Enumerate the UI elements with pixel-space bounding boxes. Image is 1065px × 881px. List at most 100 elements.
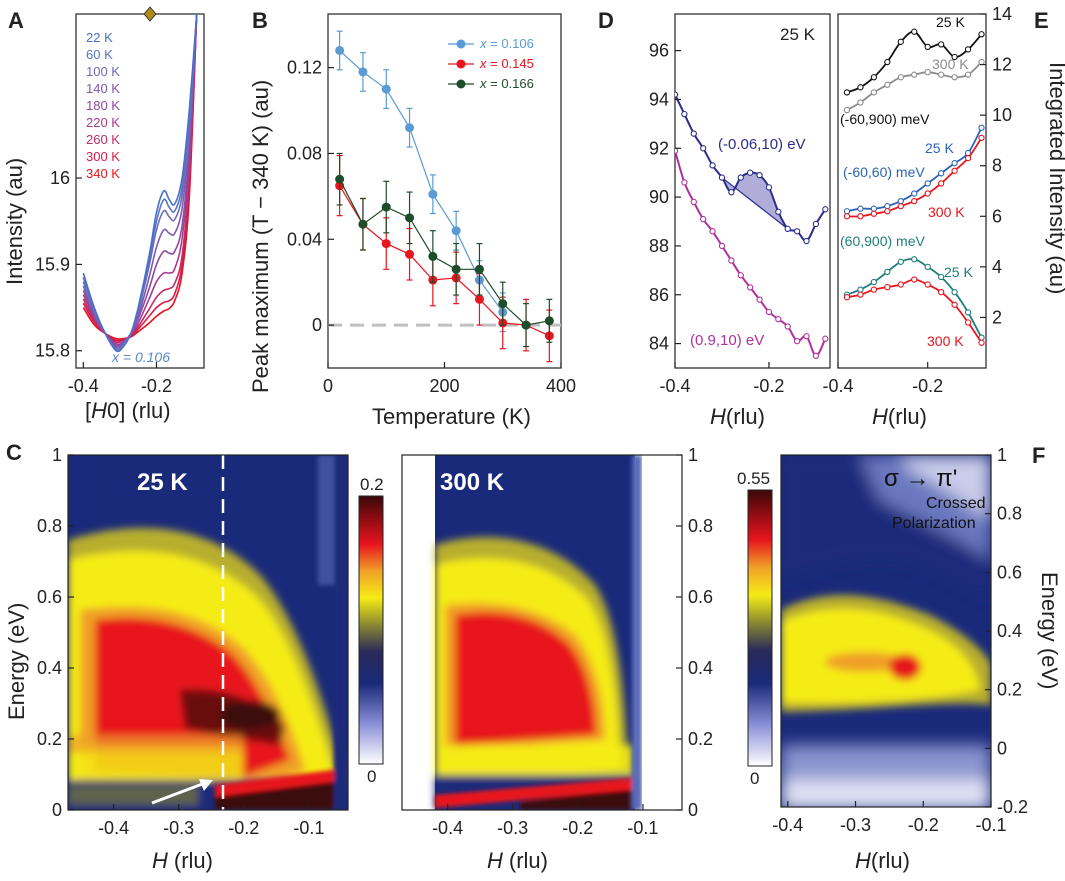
panel-b-series0-point-5 — [451, 226, 461, 236]
panel-a-label: A — [8, 8, 24, 33]
panel-a-curves — [82, 14, 198, 353]
panel-d-series2-point-16 — [822, 335, 829, 342]
panel-b-series1-line — [339, 185, 550, 337]
panel-d-series1-point-6 — [728, 189, 735, 196]
panel-b-series2-point-6 — [474, 264, 484, 274]
legend-b-2: x = 0.145 — [479, 56, 534, 71]
panel-c2-xlabel: H (rlu) — [487, 848, 548, 873]
panel-e-series1-point-1 — [857, 99, 864, 106]
panel-a-legend-60k: 60 K — [86, 47, 113, 62]
panel-b-series2-point-3 — [405, 213, 415, 223]
panel-d-series2-point-0 — [675, 147, 679, 154]
panel-f-xtick-label-1: -0.3 — [840, 815, 871, 835]
panel-e-ytick-label-5: 12 — [992, 55, 1012, 75]
panel-e-series1-point-4 — [897, 74, 904, 81]
panel-e-ytick-label-3: 8 — [992, 156, 1002, 176]
panel-f-ytick-label-4: 0.6 — [997, 562, 1022, 582]
panel-c2-frame — [401, 454, 683, 811]
panel-d-series2-point-9 — [756, 296, 763, 303]
panel-f-title: σ → π' — [884, 465, 957, 492]
panel-d-label: D — [598, 8, 614, 33]
panel-d-ytick-label-6: 96 — [649, 41, 669, 61]
panel-d-series2-point-6 — [728, 257, 735, 264]
panel-c-ytick-label-5: 1 — [52, 445, 62, 465]
panel-e-series0-point-5 — [911, 28, 918, 35]
panel-d-series1-point-16 — [822, 206, 829, 213]
panel-e-series4-point-9 — [964, 309, 972, 316]
panel-e-series1-point-10 — [978, 58, 985, 66]
panel-d-series2-point-13 — [793, 337, 801, 345]
panel-e-series3-point-0 — [843, 213, 851, 220]
panel-e-series5-point-8 — [951, 301, 958, 308]
panel-c2: 300 K -0.4 -0.3 -0.2 -0.1 0 0.2 0.4 0.6 0.8 1 H (r… — [401, 445, 713, 873]
panel-e-series0-point-8 — [951, 53, 958, 61]
panel-e-25k-c: 25 K — [944, 264, 973, 280]
panel-e-series5-point-6 — [924, 281, 931, 288]
panel-e-series5-point-5 — [911, 276, 918, 283]
panel-e-series2-point-2 — [870, 205, 878, 212]
panel-d-series-group — [675, 91, 829, 359]
panel-e-plot — [843, 28, 985, 346]
panel-b-ytick-label-2: 0.08 — [287, 143, 322, 163]
panel-c2-ytick-label-2: 0.4 — [688, 658, 713, 678]
panel-b-series0-point-3 — [405, 123, 415, 133]
panel-b-plot — [328, 30, 561, 363]
panel-c-xtick-label-2: -0.2 — [228, 818, 259, 838]
panel-f-ytick-label-5: 0.8 — [997, 504, 1022, 524]
panel-b-series0-point-2 — [381, 84, 391, 94]
panel-e-series1-point-6 — [924, 69, 931, 76]
panel-d-series2-point-5 — [718, 242, 726, 250]
panel-c-ytick-label-0: 0 — [52, 800, 62, 820]
panel-b-xtick-label-2: 400 — [546, 376, 576, 396]
panel-c2-ytick-label-4: 0.8 — [688, 516, 713, 536]
colorbar-c-min: 0 — [367, 767, 376, 786]
panel-a-ytick-label-1: 15.9 — [35, 254, 70, 274]
panel-d-series1-label: (-0.06,10) eV — [718, 136, 806, 153]
panel-e-group2: (-60,60) meV — [843, 164, 925, 180]
panel-d-series1-point-3 — [700, 145, 707, 152]
panel-e-ytick-label-1: 4 — [992, 257, 1002, 277]
panel-d-xtick-label-1: -0.2 — [753, 376, 784, 396]
panel-a-curve-group — [82, 14, 198, 353]
panel-e-ticks: -0.4 -0.2 2 4 6 8 10 12 14 — [822, 4, 1012, 396]
panel-e-series2-point-3 — [884, 203, 891, 210]
panel-b-legend-marker-2 — [456, 79, 466, 89]
panel-e-series0-point-10 — [978, 31, 985, 38]
panel-e-series-group — [843, 28, 985, 346]
panel-e-series4-point-8 — [951, 288, 958, 296]
panel-e-ytick-label-4: 10 — [992, 105, 1012, 125]
panel-b-series2-point-4 — [428, 251, 438, 261]
panel-d: D -0.4 -0.2 84 86 88 90 92 94 96 25 K (-0.06,10)… — [598, 8, 831, 429]
panel-e-label: E — [1034, 8, 1049, 33]
panel-c-xtick-label-0: -0.4 — [98, 818, 129, 838]
panel-f-ytick-label-6: 1 — [997, 445, 1007, 465]
panel-a-legend-260k: 260 K — [86, 132, 120, 147]
panel-e-series3-point-4 — [897, 203, 904, 210]
panel-c2-ytick-label-0: 0 — [688, 800, 698, 820]
panel-f-heatmap — [781, 455, 991, 807]
panel-c2-ytick-label-5: 1 — [688, 445, 698, 465]
panel-e-ylabel: Integrated Intensity (au) — [1045, 62, 1065, 294]
panel-e-group3: (60,900) meV — [840, 233, 925, 249]
panel-a-legend-220k: 220 K — [86, 115, 120, 130]
panel-f-label: F — [1032, 443, 1045, 468]
panel-c-ytick-label-3: 0.6 — [37, 587, 62, 607]
panel-e-series4-point-1 — [857, 286, 864, 293]
panel-e-series0-point-0 — [843, 89, 851, 96]
panel-d-series2-point-10 — [765, 308, 773, 315]
panel-d-xlabel: H(rlu) — [710, 404, 765, 429]
panel-f-colorbar — [747, 489, 773, 767]
panel-b-series2-point-7 — [498, 299, 508, 309]
panel-b-series2-point-2 — [381, 202, 391, 212]
panel-e-xtick-label-1: -0.2 — [912, 376, 943, 396]
panel-a-legend-340k: 340 K — [86, 166, 120, 181]
panel-e-series2-point-1 — [857, 205, 864, 212]
panel-d-frame — [674, 13, 831, 369]
panel-d-series1-point-12 — [784, 225, 791, 232]
panel-c-xlabel: H (rlu) — [152, 848, 213, 873]
panel-b-ytick-label-3: 0.12 — [287, 58, 322, 78]
panel-b-series2-line — [339, 178, 550, 326]
panel-a-legend: 22 K 60 K 100 K 140 K 180 K 220 K 260 K 300 K 34… — [86, 30, 120, 181]
panel-c2-xtick-label-0: -0.4 — [432, 818, 463, 838]
panel-e: E -0.4 -0.2 2 4 6 8 10 12 14 25 K 300 K (-60,900… — [822, 4, 1065, 429]
